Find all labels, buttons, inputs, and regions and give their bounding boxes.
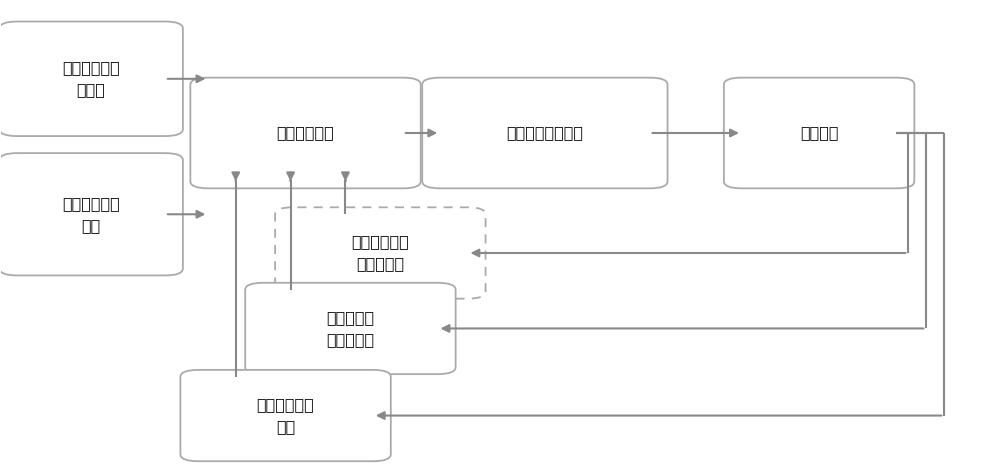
FancyBboxPatch shape <box>724 77 914 189</box>
FancyBboxPatch shape <box>0 153 183 276</box>
FancyBboxPatch shape <box>245 283 456 374</box>
FancyBboxPatch shape <box>0 21 183 136</box>
Text: 控制系统: 控制系统 <box>800 125 838 141</box>
FancyBboxPatch shape <box>180 370 391 461</box>
Text: 区域温度监测
装置: 区域温度监测 装置 <box>62 196 120 233</box>
FancyBboxPatch shape <box>275 207 486 299</box>
Text: 数据中心精
密空调系统: 数据中心精 密空调系统 <box>326 310 374 347</box>
FancyBboxPatch shape <box>190 77 421 189</box>
Text: 组合式机柜测
温装置: 组合式机柜测 温装置 <box>62 60 120 97</box>
Text: 数据采集系统: 数据采集系统 <box>277 125 334 141</box>
Text: 主动式气流引
流通风装置: 主动式气流引 流通风装置 <box>351 234 409 272</box>
Text: 数据记录分析系统: 数据记录分析系统 <box>506 125 583 141</box>
FancyBboxPatch shape <box>422 77 668 189</box>
Text: 数据中心新风
系统: 数据中心新风 系统 <box>257 397 314 434</box>
